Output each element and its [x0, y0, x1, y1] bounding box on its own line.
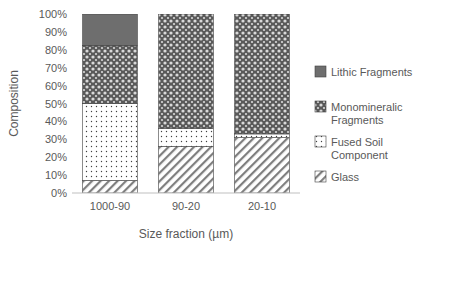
legend-swatch: [315, 101, 326, 112]
bar-segment: [159, 14, 214, 129]
bar-segment: [159, 14, 214, 15]
bar-segment: [159, 129, 214, 147]
y-tick-label: 80%: [45, 44, 67, 56]
x-tick-label: 20-10: [248, 200, 276, 212]
x-tick-label: 90-20: [172, 200, 200, 212]
bar-segment: [83, 180, 138, 193]
bar-segment: [235, 138, 290, 193]
bar-segment: [83, 104, 138, 181]
x-axis: [72, 193, 300, 194]
legend-swatch: [315, 66, 326, 77]
y-tick-label: 90%: [45, 26, 67, 38]
y-tick-label: 10%: [45, 169, 67, 181]
x-tick-label: 1000-90: [90, 200, 130, 212]
y-axis-label: Composition: [7, 70, 21, 137]
legend-swatch: [315, 171, 326, 182]
bar-segment: [235, 14, 290, 134]
chart: 0% 10% 20% 30% 40% 50% 60% 70% 80% 90% 100% 1000-90…: [0, 0, 474, 284]
bar-segment: [159, 146, 214, 193]
y-tick-label: 40%: [45, 115, 67, 127]
bars: [83, 14, 290, 193]
y-tick-label: 50%: [45, 98, 67, 110]
legend-label: MonomineralicFragments: [331, 101, 403, 126]
y-tick-label: 0%: [51, 187, 67, 199]
legend-label: Lithic Fragments: [331, 66, 413, 78]
y-tick-label: 100%: [39, 8, 67, 20]
y-tick-label: 30%: [45, 133, 67, 145]
legend-label: Fused SoilComponent: [331, 136, 388, 161]
legend-swatch: [315, 136, 326, 147]
y-tick-label: 60%: [45, 80, 67, 92]
y-tick-label: 70%: [45, 62, 67, 74]
bar-segment: [83, 14, 138, 45]
legend-label: Glass: [331, 171, 360, 183]
x-axis-label: Size fraction (µm): [139, 227, 233, 241]
bar-segment: [83, 45, 138, 103]
bar-segment: [235, 134, 290, 138]
bar-segment: [235, 14, 290, 15]
y-tick-label: 20%: [45, 151, 67, 163]
